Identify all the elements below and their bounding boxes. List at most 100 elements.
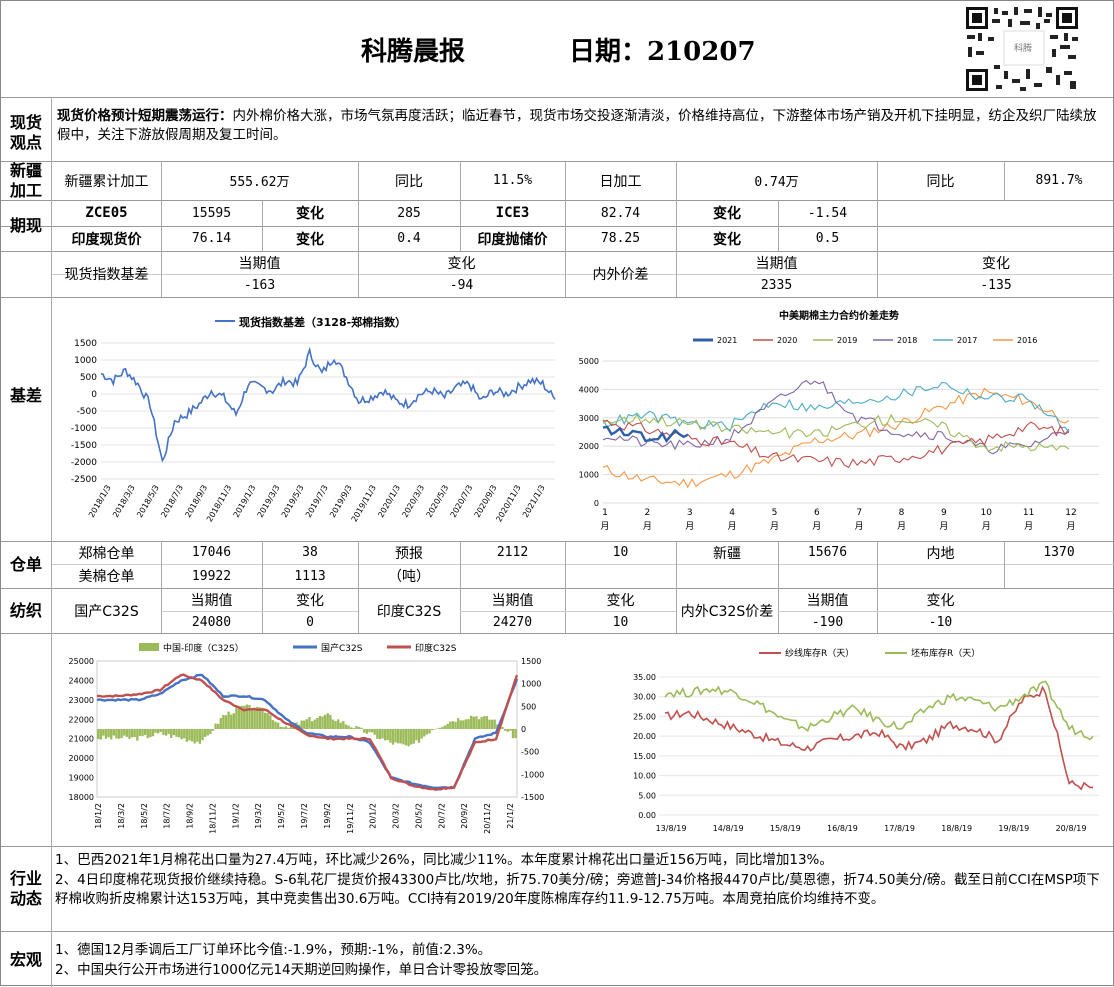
bar xyxy=(232,713,235,729)
bar xyxy=(141,729,144,737)
legend-label-1: 坯布库存R（天） xyxy=(911,647,980,659)
inland-warrant-label: 内地 xyxy=(926,545,955,562)
y-tick-label: 25.00 xyxy=(633,712,656,721)
bar xyxy=(430,729,434,731)
bar xyxy=(355,725,358,729)
bar xyxy=(352,728,355,729)
x-tick-unit: 月 xyxy=(643,521,652,532)
bar xyxy=(389,729,392,743)
x-tick-label: 20/8/19 xyxy=(1056,824,1087,833)
bar xyxy=(143,729,147,735)
series-0 xyxy=(664,685,1093,791)
basis-index-chart: 现货指数基差（3128-郑棉指数） 1500 1000 500 0 -500 -1000 -1… xyxy=(71,315,556,524)
x-tick-label: 19/8/19 xyxy=(998,824,1029,833)
bar xyxy=(415,729,418,741)
xj-warrant-label: 新疆 xyxy=(713,545,741,562)
bar xyxy=(391,729,395,745)
x-tick-label: 2018/7/3 xyxy=(159,484,185,520)
xj-daily-value: 0.74万 xyxy=(754,175,799,190)
zce-warrant-label: 郑棉仓单 xyxy=(78,545,135,562)
x-tick-label: 2019/9/3 xyxy=(328,484,354,520)
bar xyxy=(344,724,348,729)
y-tick-label: 20.00 xyxy=(633,732,656,741)
spread-c32s-cur-label: 当期值 xyxy=(806,592,849,609)
bar xyxy=(303,720,306,729)
bar xyxy=(203,729,207,737)
chart-title: 中美期棉主力合约价差走势 xyxy=(779,309,899,322)
bar xyxy=(368,729,371,733)
bar xyxy=(360,727,363,729)
legend-label-2021: 2021 xyxy=(717,336,737,345)
section-industry: 行业动态 xyxy=(9,869,42,908)
bar xyxy=(159,729,162,732)
x-tick-label: 2020/5/3 xyxy=(425,484,451,520)
bar xyxy=(475,716,478,729)
bar xyxy=(193,729,196,744)
bar xyxy=(459,720,462,729)
bar xyxy=(313,719,316,729)
bar xyxy=(258,707,262,729)
xj-cum-value: 555.62万 xyxy=(229,175,290,190)
bar xyxy=(397,729,400,744)
x-tick-label: 2019/3/3 xyxy=(256,484,282,520)
x-tick-month: 12 xyxy=(1065,508,1076,518)
bar xyxy=(357,726,361,729)
bar xyxy=(123,729,126,736)
bar xyxy=(503,729,507,731)
x-tick-label: 20/3/2 xyxy=(392,803,401,829)
spot-headline: 现货价格预计短期震荡运行： xyxy=(57,108,233,124)
bar xyxy=(480,716,483,729)
bar xyxy=(290,725,293,729)
bar xyxy=(441,726,444,729)
bar xyxy=(154,729,157,733)
bar xyxy=(219,717,222,729)
bar xyxy=(318,716,322,729)
spread-cur: 2335 xyxy=(760,278,793,293)
bar xyxy=(157,729,160,734)
x-tick-label: 2018/3/3 xyxy=(111,484,137,520)
bar xyxy=(407,729,410,747)
x-tick-label: 2020/3/3 xyxy=(400,484,426,520)
series-1 xyxy=(664,680,1094,741)
bar xyxy=(115,729,118,739)
x-tick-label: 20/11/2 xyxy=(483,803,492,834)
x-tick-label: 21/1/2 xyxy=(506,803,515,829)
x-tick-label: 2018/9/3 xyxy=(183,484,209,520)
x-tick-label: 2019/1/3 xyxy=(232,484,258,520)
legend-label-1: 国产C32S xyxy=(321,642,363,654)
legend-label-2020: 2020 xyxy=(777,336,797,345)
bar xyxy=(211,729,215,731)
bar xyxy=(501,726,504,729)
bar xyxy=(256,706,259,729)
bar xyxy=(376,729,379,739)
bar xyxy=(177,729,181,738)
bar xyxy=(300,720,303,729)
bar xyxy=(509,729,512,731)
bar xyxy=(287,727,290,729)
section-xinjiang: 新疆加工 xyxy=(9,161,42,200)
x-tick-label: 18/8/19 xyxy=(941,824,972,833)
bar xyxy=(224,715,228,729)
x-tick-month: 6 xyxy=(814,508,820,518)
xj-warrant-value: 15676 xyxy=(807,545,848,560)
bar xyxy=(488,719,491,729)
legend-label-0: 纱线库存R（天） xyxy=(785,647,854,659)
bar xyxy=(133,729,136,737)
us-warrant-value: 19922 xyxy=(191,568,232,584)
x-tick-label: 19/3/2 xyxy=(254,803,263,829)
india-reserve-label: 印度抛储价 xyxy=(477,231,548,248)
us-warrant-label: 美棉仓单 xyxy=(78,569,135,585)
bar xyxy=(112,729,115,736)
bar xyxy=(316,718,319,729)
zce05-value: 15595 xyxy=(191,205,232,221)
x-tick-label: 13/8/19 xyxy=(656,824,687,833)
right-y-tick: 1500 xyxy=(521,657,541,666)
bar xyxy=(206,729,209,736)
xj-yoy2-label: 同比 xyxy=(926,173,955,190)
bar xyxy=(511,729,515,739)
bar xyxy=(175,729,178,737)
bar xyxy=(329,714,332,729)
bar xyxy=(271,720,275,729)
x-tick-label: 18/9/2 xyxy=(186,803,195,829)
